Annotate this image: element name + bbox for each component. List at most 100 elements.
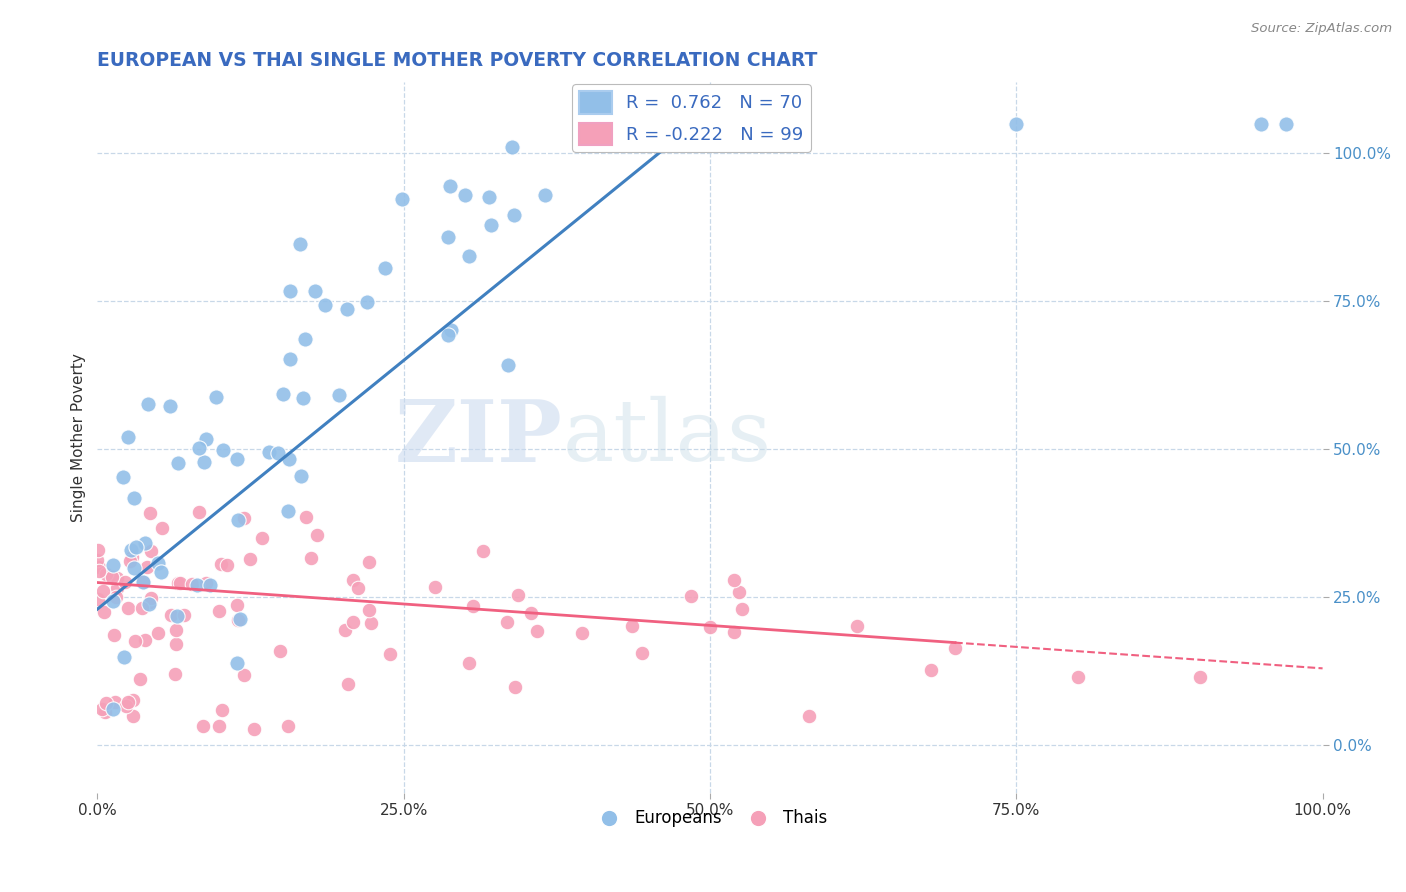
Text: ZIP: ZIP (395, 395, 562, 480)
Point (211, 703, 233, 717)
Point (101, 702, 124, 716)
Point (205, 390, 228, 404)
Point (187, 505, 209, 519)
Point (479, 218, 502, 232)
Y-axis label: Single Mother Poverty: Single Mother Poverty (72, 353, 86, 522)
Point (437, 230, 460, 244)
Point (86, 591, 108, 606)
Point (681, 589, 703, 603)
Text: EUROPEAN VS THAI SINGLE MOTHER POVERTY CORRELATION CHART: EUROPEAN VS THAI SINGLE MOTHER POVERTY C… (97, 51, 818, 70)
Point (94, 705, 117, 719)
Point (194, 432, 217, 446)
Point (146, 625, 169, 640)
Point (117, 430, 139, 444)
Point (193, 455, 215, 469)
Point (439, 179, 461, 194)
Point (115, 698, 138, 713)
Point (630, 646, 652, 660)
Point (160, 607, 183, 622)
Point (149, 566, 172, 580)
Point (89, 560, 111, 574)
Point (217, 558, 239, 572)
Point (225, 657, 247, 671)
Point (173, 608, 195, 623)
Point (105, 590, 128, 604)
Legend: Europeans, Thais: Europeans, Thais (586, 803, 834, 834)
Point (136, 397, 159, 411)
Point (139, 544, 162, 558)
Point (269, 644, 291, 658)
Text: Source: ZipAtlas.com: Source: ZipAtlas.com (1251, 22, 1392, 36)
Point (472, 544, 495, 558)
Point (169, 575, 191, 590)
Point (699, 620, 721, 634)
Point (112, 650, 135, 665)
Point (1066, 671, 1088, 685)
Point (229, 612, 252, 626)
Point (187, 441, 209, 455)
Point (93, 605, 115, 619)
Point (271, 386, 294, 401)
Point (125, 540, 148, 554)
Point (114, 574, 136, 589)
Point (131, 601, 153, 615)
Point (333, 623, 356, 637)
Point (943, 640, 966, 655)
Point (290, 469, 312, 483)
Point (117, 600, 139, 615)
Point (94, 696, 117, 710)
Point (138, 597, 160, 611)
Point (212, 443, 235, 458)
Point (288, 237, 311, 252)
Point (86, 553, 108, 567)
Point (167, 575, 190, 590)
Point (520, 606, 543, 620)
Point (101, 594, 124, 608)
Point (139, 591, 162, 605)
Point (503, 680, 526, 694)
Point (165, 637, 187, 651)
Point (920, 664, 942, 678)
Point (294, 332, 316, 346)
Point (496, 615, 519, 629)
Point (457, 656, 479, 670)
Point (104, 695, 127, 709)
Point (380, 647, 402, 661)
Point (650, 117, 672, 131)
Point (134, 633, 156, 648)
Point (120, 543, 142, 558)
Point (305, 528, 328, 542)
Point (328, 388, 350, 402)
Point (1250, 117, 1272, 131)
Point (122, 692, 145, 706)
Point (357, 603, 380, 617)
Point (503, 207, 526, 221)
Point (1005, 117, 1028, 131)
Point (86, 542, 108, 557)
Point (228, 513, 250, 527)
Point (277, 719, 299, 733)
Point (105, 571, 128, 585)
Point (111, 470, 134, 484)
Point (96, 567, 118, 582)
Point (226, 613, 249, 627)
Point (198, 577, 221, 591)
Point (360, 615, 382, 630)
Point (299, 551, 322, 566)
Point (423, 580, 446, 594)
Point (139, 595, 162, 609)
Point (118, 554, 141, 568)
Point (391, 192, 413, 206)
Point (122, 560, 145, 574)
Point (194, 576, 217, 591)
Point (727, 585, 749, 599)
Point (314, 298, 336, 312)
Point (1189, 670, 1212, 684)
Point (508, 588, 530, 602)
Point (103, 558, 125, 572)
Point (165, 623, 187, 637)
Point (797, 709, 820, 723)
Point (291, 391, 314, 405)
Point (571, 626, 593, 640)
Point (105, 581, 128, 595)
